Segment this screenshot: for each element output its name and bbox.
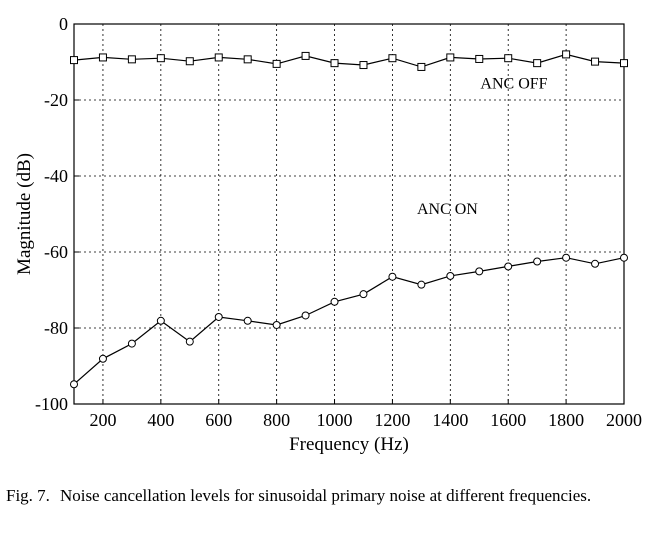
- data-point-square: [272, 59, 281, 68]
- data-point-square: [243, 55, 252, 64]
- data-point-circle: [359, 290, 368, 299]
- caption-text: Noise cancellation levels for sinusoidal…: [59, 486, 592, 505]
- data-point-square: [504, 54, 513, 63]
- annotations: ANC OFF ANC ON: [417, 76, 548, 218]
- grid-lines: [74, 24, 624, 404]
- data-point-circle: [127, 339, 136, 348]
- data-point-circle: [533, 257, 542, 266]
- x-tick-label: 1000: [317, 410, 353, 430]
- y-tick-label: -80: [44, 318, 68, 338]
- x-tick-label: 1400: [432, 410, 468, 430]
- data-point-circle: [185, 337, 194, 346]
- axis-ticks: 200 400 600 800 1000 1200 1400 1600 1800 2000 0 -20…: [35, 14, 642, 430]
- data-point-circle: [504, 262, 513, 271]
- plot-frame: [73, 23, 625, 405]
- data-point-square: [417, 62, 426, 71]
- data-point-square: [591, 57, 600, 66]
- y-axis-label: Magnitude (dB): [14, 153, 35, 275]
- y-tick-label: -60: [44, 242, 68, 262]
- x-tick-label: 1600: [490, 410, 526, 430]
- data-point-square: [301, 51, 310, 60]
- data-point-circle: [214, 312, 223, 321]
- x-tick-label: 600: [205, 410, 232, 430]
- chart-figure: 200 400 600 800 1000 1200 1400 1600 1800 2000 0 -20…: [14, 14, 642, 455]
- data-point-circle: [417, 280, 426, 289]
- data-point-square: [70, 56, 78, 65]
- series-anc-on: [70, 253, 628, 389]
- data-point-circle: [591, 259, 600, 268]
- data-point-circle: [475, 267, 484, 276]
- data-point-circle: [243, 316, 252, 325]
- y-tick-label: 0: [59, 14, 68, 34]
- chart-svg: 200 400 600 800 1000 1200 1400 1600 1800 2000 0 -20…: [14, 14, 642, 455]
- data-point-circle: [562, 253, 571, 262]
- x-tick-label: 2000: [606, 410, 642, 430]
- data-point-circle: [156, 316, 165, 325]
- x-tick-label: 1800: [548, 410, 584, 430]
- data-point-square: [475, 54, 484, 63]
- series-layer: [70, 50, 628, 389]
- x-axis-label: Frequency (Hz): [289, 434, 409, 455]
- y-tick-label: -20: [44, 90, 68, 110]
- series-line: [73, 257, 625, 385]
- data-point-circle: [70, 380, 78, 389]
- data-point-circle: [98, 354, 107, 363]
- data-point-square: [156, 54, 165, 63]
- figure-caption: Fig. 7. Noise cancellation levels for sin…: [6, 484, 654, 507]
- data-point-circle: [301, 311, 310, 320]
- data-point-circle: [620, 253, 628, 262]
- data-point-square: [98, 53, 107, 62]
- data-point-square: [446, 53, 455, 62]
- data-point-square: [533, 59, 542, 68]
- data-point-circle: [446, 271, 455, 280]
- series-line: [73, 53, 625, 68]
- data-point-square: [562, 50, 571, 59]
- data-point-square: [214, 53, 223, 62]
- data-point-square: [388, 54, 397, 63]
- x-tick-label: 200: [89, 410, 116, 430]
- data-point-square: [330, 59, 339, 68]
- data-point-circle: [330, 297, 339, 306]
- data-point-square: [185, 57, 194, 66]
- data-point-circle: [272, 320, 281, 329]
- caption-label: Fig. 7.: [6, 486, 50, 505]
- x-tick-label: 400: [147, 410, 174, 430]
- data-point-square: [359, 61, 368, 70]
- annotation-label: ANC ON: [417, 201, 478, 218]
- x-tick-label: 800: [263, 410, 290, 430]
- x-tick-label: 1200: [374, 410, 410, 430]
- y-tick-label: -100: [35, 394, 68, 414]
- annotation-label: ANC OFF: [480, 76, 547, 93]
- data-point-circle: [388, 272, 397, 281]
- y-tick-label: -40: [44, 166, 68, 186]
- series-anc-off: [70, 50, 628, 71]
- data-point-square: [620, 59, 628, 68]
- data-point-square: [127, 55, 136, 64]
